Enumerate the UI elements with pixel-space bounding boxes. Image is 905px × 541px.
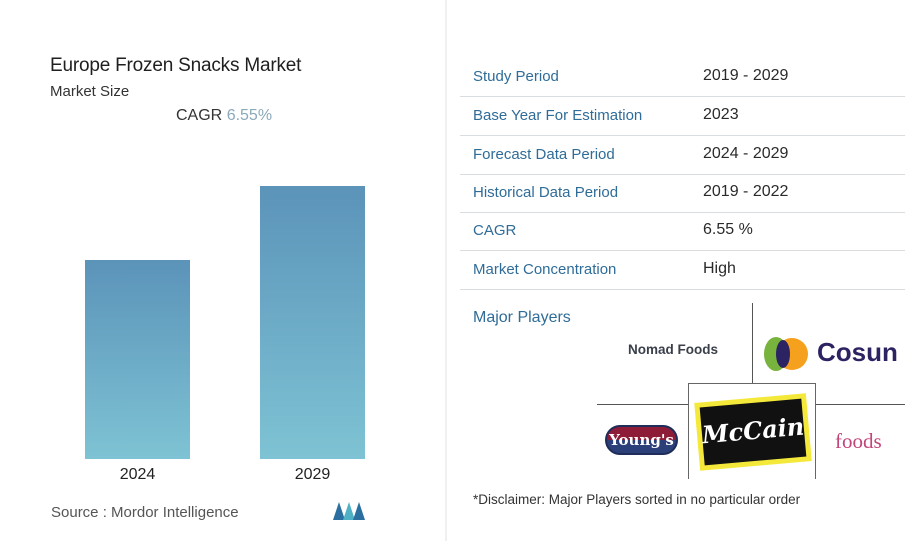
chart-title: Europe Frozen Snacks Market bbox=[50, 55, 302, 76]
foods-logo: foods bbox=[835, 429, 882, 453]
row-label: Base Year For Estimation bbox=[473, 107, 643, 124]
row-value: 2019 - 2029 bbox=[703, 67, 789, 84]
row-label: Historical Data Period bbox=[473, 184, 619, 201]
row-value: High bbox=[703, 260, 736, 277]
table-row: Study Period 2019 - 2029 bbox=[460, 58, 905, 97]
mordor-logo-icon bbox=[333, 502, 365, 520]
cagr-value: 6.55% bbox=[226, 107, 273, 124]
cosun-text: Cosun bbox=[817, 337, 898, 367]
x-tick-2024: 2024 bbox=[119, 466, 156, 483]
table-row: Base Year For Estimation 2023 bbox=[460, 97, 905, 136]
nomad-foods-logo: Nomad Foods bbox=[628, 342, 718, 357]
chart-subtitle: Market Size bbox=[50, 83, 130, 100]
cagr-text: CAGR bbox=[176, 107, 223, 124]
source-text: Source : Mordor Intelligence bbox=[51, 504, 239, 521]
row-label: Forecast Data Period bbox=[473, 146, 615, 163]
youngs-logo: Young's bbox=[605, 425, 678, 455]
table-row: Forecast Data Period 2024 - 2029 bbox=[460, 136, 905, 175]
divider bbox=[752, 303, 753, 383]
row-label: Study Period bbox=[473, 68, 559, 85]
row-value: 2023 bbox=[703, 106, 739, 123]
row-value: 6.55 % bbox=[703, 221, 753, 238]
youngs-text: Young's bbox=[609, 431, 674, 449]
divider bbox=[815, 404, 905, 405]
row-value: 2024 - 2029 bbox=[703, 145, 789, 162]
cosun-logo-icon bbox=[764, 337, 808, 371]
cosun-logo: Cosun bbox=[762, 335, 902, 375]
major-players-heading: Major Players bbox=[473, 309, 571, 326]
mccain-logo: McCain bbox=[694, 393, 812, 471]
bar-2029 bbox=[260, 186, 365, 459]
table-row: Historical Data Period 2019 - 2022 bbox=[460, 174, 905, 213]
table-row: CAGR 6.55 % bbox=[460, 212, 905, 251]
bar-2024 bbox=[85, 260, 190, 459]
row-value: 2019 - 2022 bbox=[703, 183, 789, 200]
divider bbox=[597, 404, 689, 405]
disclaimer: *Disclaimer: Major Players sorted in no … bbox=[473, 492, 801, 507]
row-label: CAGR bbox=[473, 222, 517, 239]
row-label: Market Concentration bbox=[473, 261, 617, 278]
mccain-logo-box bbox=[688, 383, 816, 479]
cagr-label: CAGR 6.55% bbox=[176, 107, 272, 125]
market-size-panel: Europe Frozen Snacks Market Market Size … bbox=[0, 0, 447, 541]
mccain-text: McCain bbox=[700, 411, 806, 450]
table-row: Market Concentration High bbox=[460, 251, 905, 290]
x-tick-2029: 2029 bbox=[294, 466, 331, 483]
